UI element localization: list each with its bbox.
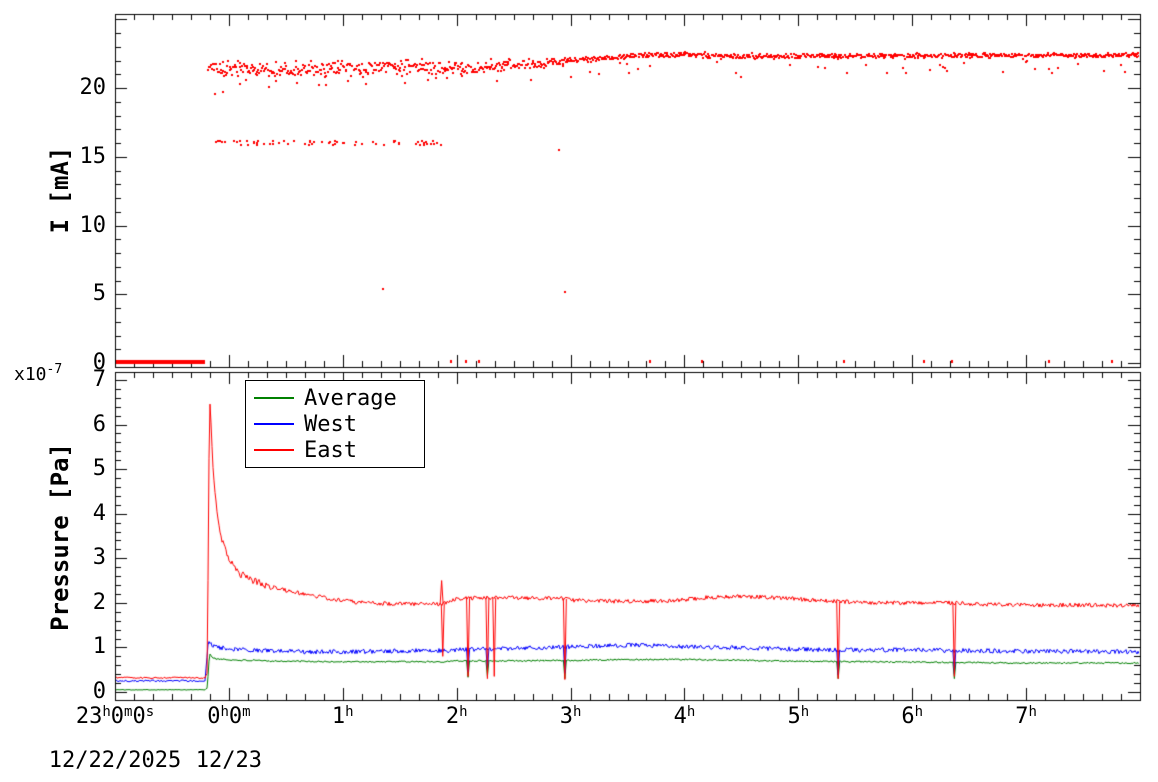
x-tick-label-5: 4h — [674, 704, 696, 729]
tick-text: h — [459, 704, 468, 720]
tick-text: h — [102, 704, 111, 720]
y-tick-current-20: 20 — [79, 75, 107, 100]
x-tick-label-1: 0h0m — [207, 704, 250, 729]
tick-text: m — [242, 704, 251, 720]
x-tick-label-8: 7h — [1015, 704, 1037, 729]
tick-text: h — [220, 704, 229, 720]
y-tick-pressure-3: 3 — [92, 545, 106, 571]
y-axis-title-current: I [mA] — [46, 146, 74, 234]
legend-item-east: East — [246, 437, 424, 463]
tick-text: 23 — [75, 704, 103, 729]
tick-text: 0 — [110, 704, 125, 729]
tick-text: 0 — [132, 704, 146, 729]
date-label-1: 12/23 — [195, 748, 262, 773]
tick-text: h — [914, 704, 924, 720]
scale-exponent: -7 — [46, 362, 63, 377]
legend-item-label: West — [304, 411, 357, 437]
tick-text: m — [124, 704, 133, 720]
x-tick-label-2: 1h — [332, 704, 354, 729]
tick-text: 2 — [445, 704, 460, 729]
y-tick-pressure-2: 2 — [92, 589, 106, 615]
legend-item-average: Average — [246, 385, 424, 411]
x-tick-label-6: 5h — [787, 704, 809, 729]
tick-text: 6 — [901, 704, 915, 729]
scale-mantissa: x10 — [14, 364, 47, 385]
x-tick-label-0: 23h0m0s — [76, 704, 154, 729]
y-tick-pressure-6: 6 — [92, 411, 106, 437]
y-tick-pressure-5: 5 — [92, 456, 106, 482]
pressure-scale-label: x10-7 — [14, 362, 62, 385]
y-tick-pressure-1: 1 — [92, 634, 106, 660]
tick-text: s — [145, 704, 155, 720]
y-axis-title-pressure: Pressure [Pa] — [46, 443, 74, 631]
tick-text: h — [800, 704, 810, 720]
tick-text: 1 — [331, 704, 346, 729]
x-tick-label-4: 3h — [560, 704, 582, 729]
x-tick-label-3: 2h — [446, 704, 468, 729]
y-tick-current-10: 10 — [79, 212, 107, 238]
tick-text: 0 — [228, 704, 243, 729]
legend-item-west: West — [246, 411, 424, 437]
y-tick-pressure-7: 7 — [92, 367, 106, 392]
legend-item-label: Average — [304, 385, 397, 411]
tick-text: h — [686, 704, 696, 720]
legend: Average West East — [245, 380, 425, 468]
legend-line-icon — [254, 423, 294, 425]
tick-text: h — [345, 704, 354, 720]
tick-text: 5 — [787, 704, 801, 729]
tick-text: 7 — [1015, 704, 1029, 729]
y-tick-current-0: 0 — [92, 350, 106, 375]
x-tick-label-7: 6h — [901, 704, 923, 729]
tick-text: h — [1028, 704, 1037, 720]
tick-text: 0 — [207, 704, 221, 729]
y-tick-pressure-0: 0 — [92, 679, 106, 704]
date-label-0: 12/22/2025 — [48, 748, 182, 773]
y-tick-current-15: 15 — [79, 143, 107, 169]
legend-line-icon — [254, 449, 294, 451]
legend-item-label: East — [304, 437, 357, 463]
tick-text: 4 — [673, 704, 687, 729]
tick-text: h — [572, 704, 582, 720]
y-tick-pressure-4: 4 — [92, 500, 106, 526]
legend-line-icon — [254, 397, 294, 399]
y-tick-current-5: 5 — [92, 281, 106, 307]
tick-text: 3 — [559, 704, 573, 729]
